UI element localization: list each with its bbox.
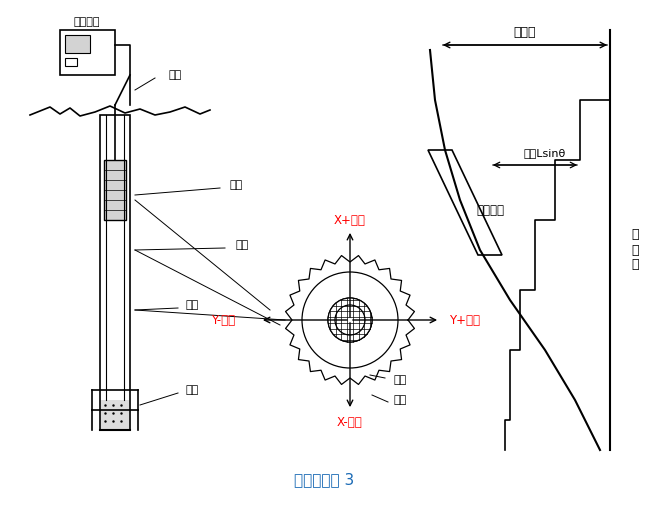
Text: X+方向: X+方向 [334,213,366,227]
Bar [65,35,90,53]
Text: 总位移: 总位移 [514,26,537,40]
Text: 测读设备: 测读设备 [74,17,100,27]
Text: 测读间距: 测读间距 [476,204,504,216]
Bar [101,400,129,430]
Text: 位移Lsinθ: 位移Lsinθ [524,148,566,158]
Text: Y-方向: Y-方向 [211,313,235,327]
Text: 导管: 导管 [185,300,198,310]
Bar [65,58,77,66]
Bar [100,115,130,430]
Text: 钻孔: 钻孔 [235,240,248,250]
Polygon shape [428,150,502,255]
Circle shape [328,298,372,342]
Bar [104,160,126,220]
Text: 回填: 回填 [185,385,198,395]
Text: 导轮: 导轮 [393,395,407,405]
Text: Y+方向: Y+方向 [450,313,481,327]
Text: 原
准
线: 原 准 线 [631,229,639,271]
Text: 测斜原理图 3: 测斜原理图 3 [294,472,354,488]
Circle shape [335,305,365,335]
Text: 测头: 测头 [230,180,243,190]
FancyBboxPatch shape [60,30,115,75]
Text: 电缆: 电缆 [168,70,181,80]
Text: X-方向: X-方向 [337,416,363,429]
Text: 导槽: 导槽 [393,375,407,385]
